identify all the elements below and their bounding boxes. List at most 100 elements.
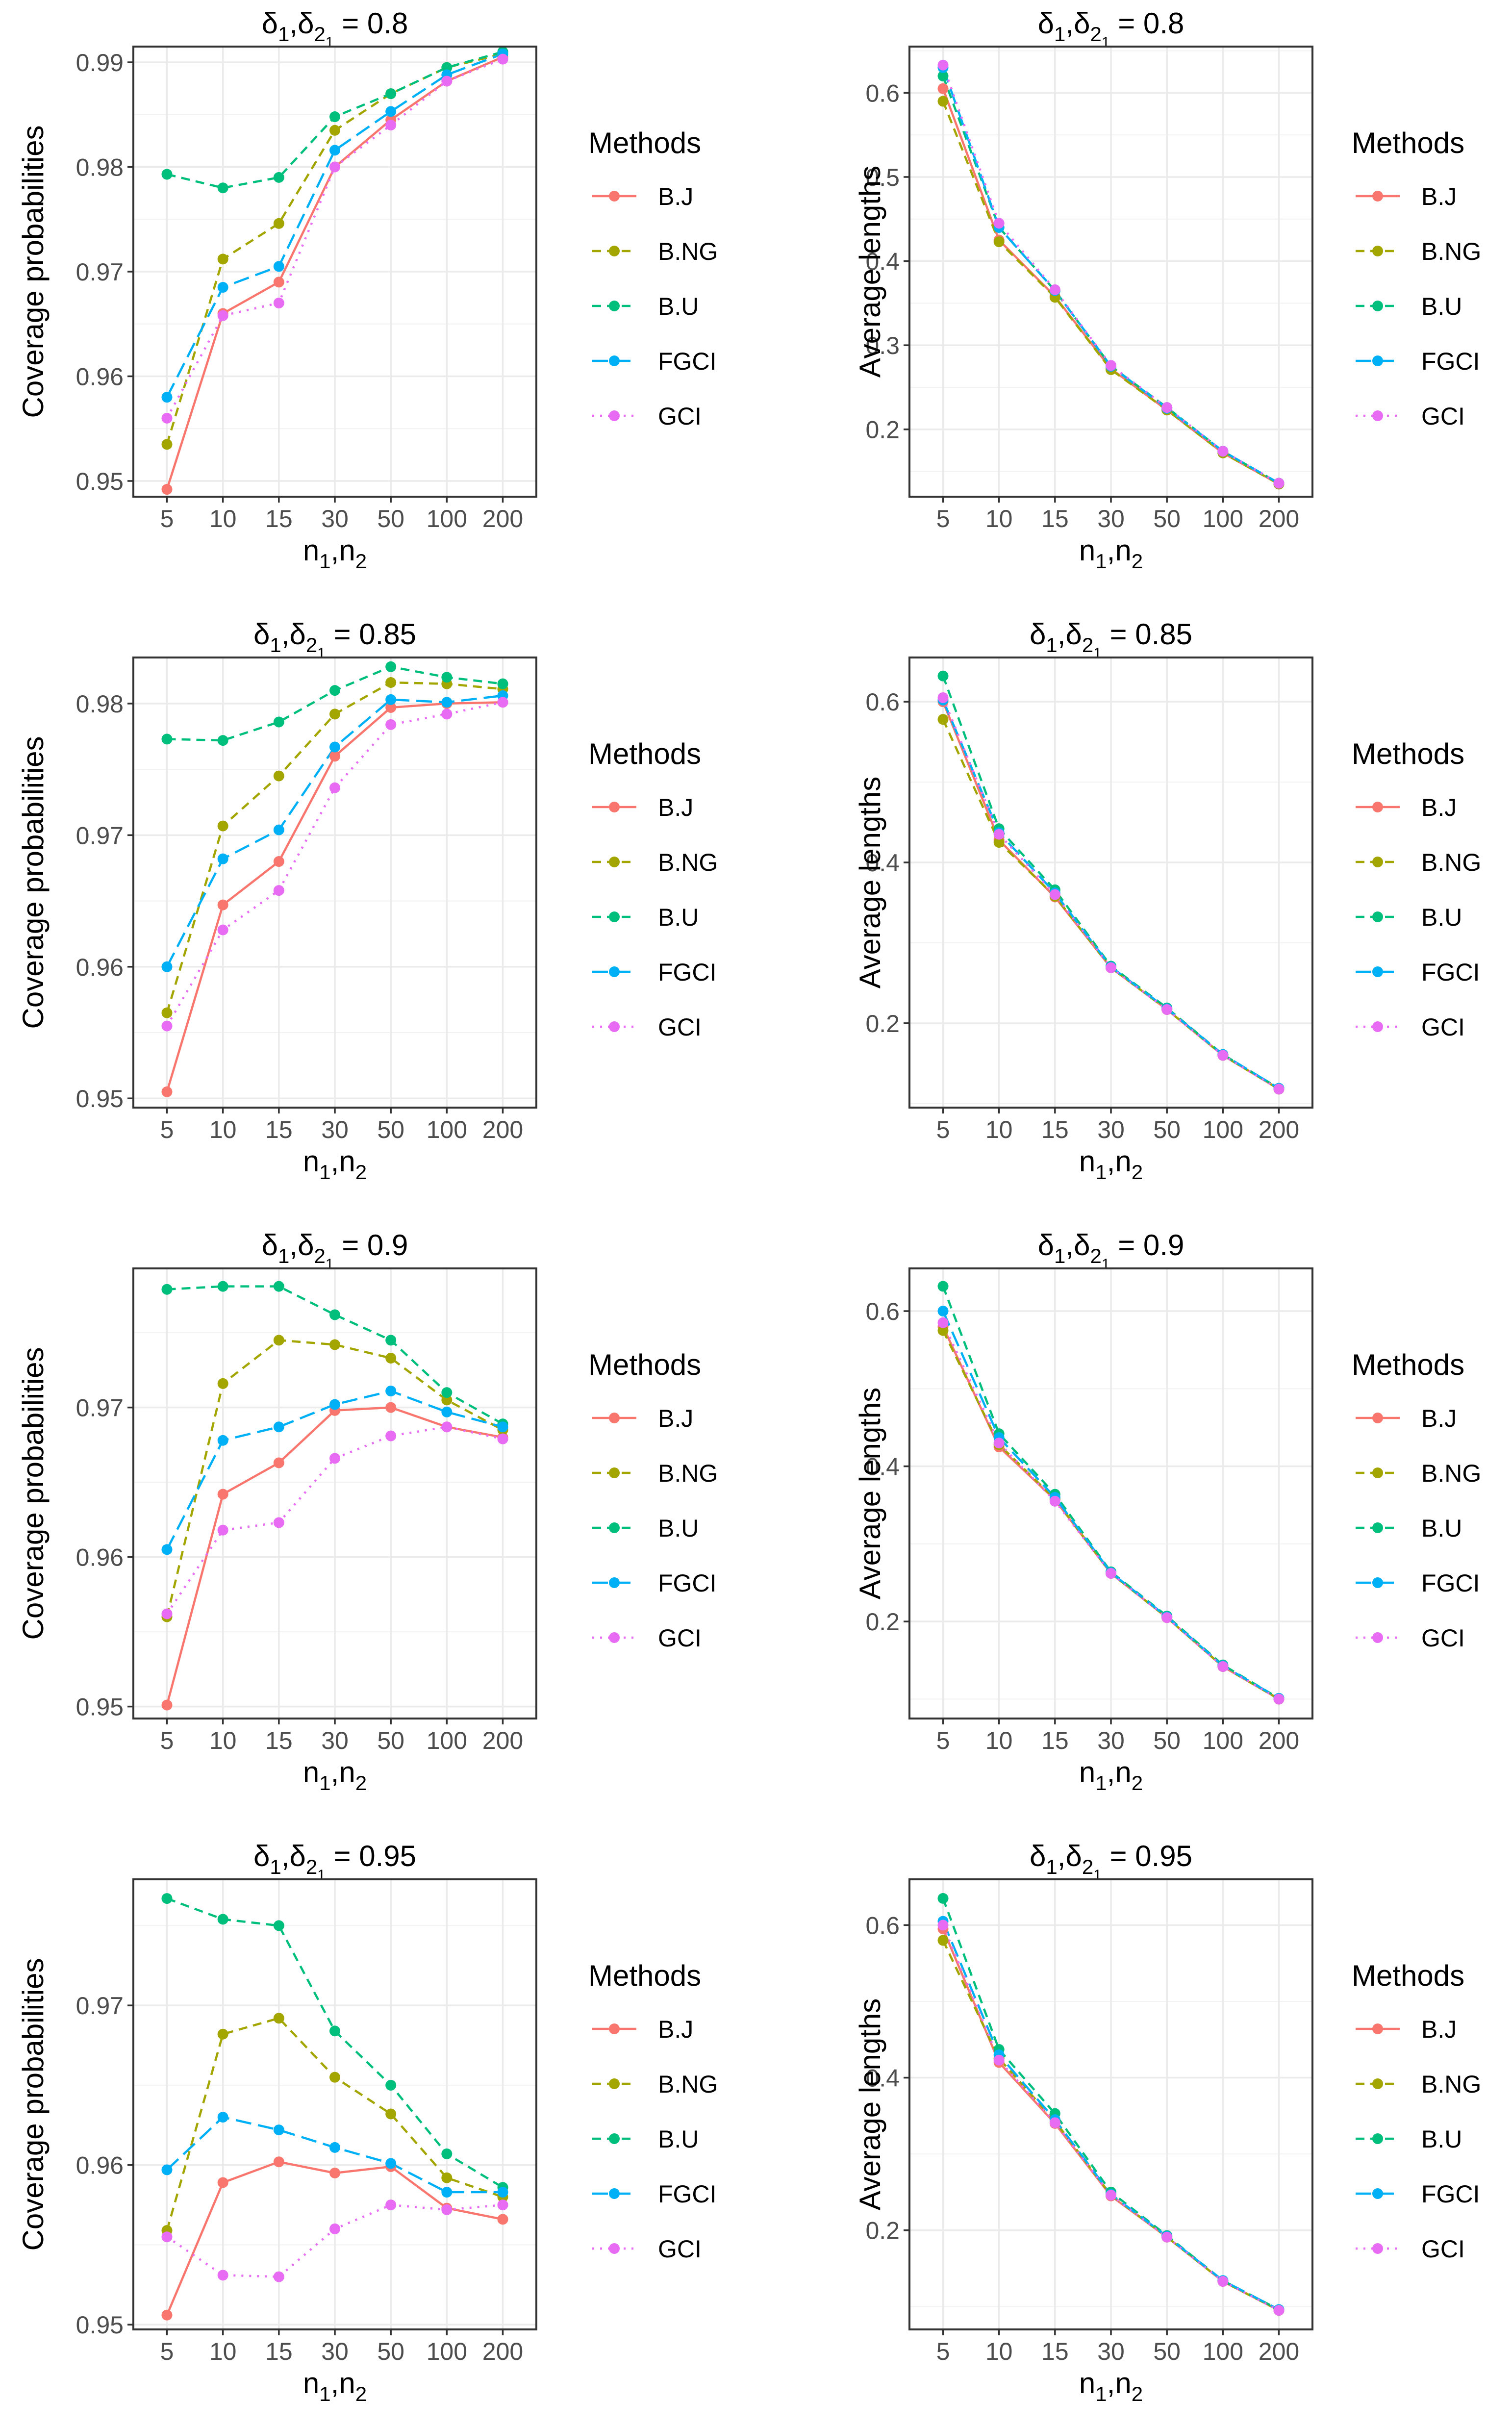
title-sub-2: 2 (314, 23, 325, 46)
x-tick-label: 5 (160, 1727, 174, 1754)
data-point-bj-30 (329, 2167, 340, 2178)
title-value: 0.8 (1143, 7, 1184, 40)
legend-label-gci: GCI (658, 403, 702, 430)
legend-label-bng: B.NG (1421, 2071, 1481, 2098)
legend-label-bj: B.J (658, 794, 693, 821)
title-delta-1: δ (1030, 1840, 1046, 1872)
x-tick-label: 10 (985, 2338, 1013, 2365)
x-axis-title: n1,n2 (1079, 2367, 1143, 2405)
legend-label-fgci: FGCI (1421, 1569, 1480, 1597)
legend-label-gci: GCI (658, 1624, 702, 1652)
x-axis-title: n1,n2 (303, 1145, 367, 1184)
xlabel-sub-2: 2 (1132, 1161, 1143, 1184)
xlabel-comma: , (331, 1145, 339, 1178)
x-tick-label: 10 (985, 1727, 1013, 1754)
data-point-bj-200 (497, 2214, 508, 2225)
data-point-gci-50 (1161, 1004, 1173, 1015)
data-point-bng-50 (385, 677, 397, 688)
title-comma: , (1065, 1229, 1074, 1262)
legend-label-bng: B.NG (1421, 1460, 1481, 1487)
data-point-bj-50 (385, 702, 397, 713)
x-tick-label: 5 (160, 1116, 174, 1143)
legend-label-bng: B.NG (658, 1460, 718, 1487)
data-point-gci-50 (385, 120, 397, 131)
data-point-bu-5 (161, 1284, 173, 1295)
legend-key-point-bng (609, 246, 620, 256)
data-point-bu-15 (273, 1920, 284, 1931)
xlabel-n-1: n (1079, 2367, 1095, 2400)
x-tick-label: 100 (1203, 505, 1243, 532)
title-sub-1: 1 (270, 1855, 281, 1878)
xlabel-sub-1: 1 (319, 1771, 330, 1795)
data-point-gci-5 (937, 1317, 949, 1328)
xlabel-n-2: n (339, 2367, 355, 2400)
chart-panel-4: δ1,δ21 = 0.850.20.40.65 10 15 30 50 100 200n1,… (854, 618, 1481, 1184)
data-point-bj-5 (161, 484, 173, 495)
data-point-gci-30 (329, 782, 340, 793)
x-tick-label: 100 (427, 1116, 467, 1143)
xlabel-n-2: n (339, 534, 355, 567)
data-point-gci-100 (1217, 446, 1229, 457)
title-value: 0.9 (367, 1229, 408, 1262)
legend-key-point-bj (1372, 2023, 1383, 2034)
data-point-gci-5 (161, 1020, 173, 1032)
legend-label-bu: B.U (1421, 2125, 1462, 2153)
data-point-bng-100 (441, 2172, 453, 2183)
data-point-bng-5 (161, 1007, 173, 1018)
title-value: 0.95 (359, 1840, 416, 1872)
data-point-bj-15 (273, 2156, 284, 2168)
legend-label-bu: B.U (658, 293, 699, 320)
legend-key-point-gci (609, 410, 620, 421)
xlabel-comma: , (1107, 1756, 1115, 1789)
legend-key-point-gci (609, 1632, 620, 1643)
data-point-fgci-10 (217, 1435, 228, 1446)
data-point-bu-100 (441, 672, 453, 683)
x-tick-label: 15 (265, 1727, 293, 1754)
data-point-bj-10 (217, 2177, 228, 2188)
legend-label-bu: B.U (1421, 1515, 1462, 1542)
data-point-fgci-100 (441, 697, 453, 708)
data-point-gci-100 (1217, 2275, 1229, 2287)
data-point-bu-5 (161, 169, 173, 180)
data-point-fgci-30 (329, 741, 340, 753)
chart-panel-8: δ1,δ21 = 0.950.20.40.65 10 15 30 50 100 200n1,… (854, 1840, 1481, 2405)
x-tick-label: 10 (985, 505, 1013, 532)
title-delta-1: δ (262, 7, 278, 40)
legend-key-point-gci (1372, 410, 1383, 421)
title-sub-2: 2 (306, 633, 317, 657)
legend-label-gci: GCI (1421, 2235, 1465, 2263)
chart-title: δ1,δ21 = 0.9 (262, 1229, 408, 1272)
data-point-gci-10 (217, 310, 228, 321)
data-point-bu-5 (937, 670, 949, 682)
legend-title: Methods (1352, 1959, 1464, 1992)
legend-key-point-bu (1372, 2133, 1383, 2144)
x-tick-label: 5 (160, 2338, 174, 2365)
xlabel-n-1: n (303, 534, 319, 567)
title-delta-2: δ (298, 1229, 314, 1262)
xlabel-comma: , (331, 2367, 339, 2400)
title-delta-2: δ (289, 1840, 305, 1872)
x-tick-label: 5 (936, 505, 950, 532)
x-axis-title: n1,n2 (303, 2367, 367, 2405)
data-point-bng-10 (217, 253, 228, 265)
legend-key-point-bu (609, 2133, 620, 2144)
xlabel-n-2: n (1115, 2367, 1131, 2400)
legend-label-bj: B.J (1421, 794, 1457, 821)
x-tick-label: 200 (1259, 1116, 1299, 1143)
x-tick-label: 5 (936, 2338, 950, 2365)
data-point-bng-50 (385, 2108, 397, 2120)
title-sub-2: 2 (314, 1244, 325, 1267)
y-axis-title: Coverage probabilities (17, 736, 50, 1029)
y-tick-label: 0.98 (76, 690, 124, 718)
title-sub-1: 1 (1054, 23, 1065, 46)
x-tick-label: 50 (377, 1116, 404, 1143)
chart-title: δ1,δ21 = 0.85 (253, 618, 416, 661)
title-delta-1: δ (1038, 1229, 1054, 1262)
legend-label-fgci: FGCI (1421, 959, 1480, 986)
xlabel-comma: , (1107, 534, 1115, 567)
y-axis-title: Average lengths (854, 1998, 886, 2211)
y-tick-label: 0.5 (865, 164, 900, 191)
x-tick-label: 15 (1041, 1727, 1069, 1754)
title-comma: , (281, 618, 290, 651)
title-delta-2: δ (1065, 1840, 1082, 1872)
